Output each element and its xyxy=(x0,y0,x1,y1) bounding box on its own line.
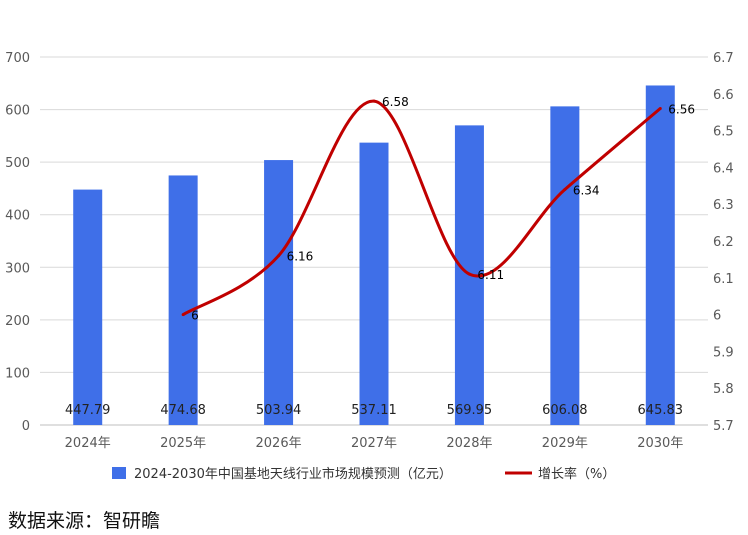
y-right-tick-label: 6.3 xyxy=(713,198,734,213)
y-left-tick-label: 200 xyxy=(5,314,30,329)
x-axis: 2024年 2025年 2026年 2027年 2028年 2029年 2030年 xyxy=(65,436,684,451)
bar xyxy=(168,175,198,425)
y-right-tick-label: 5.7 xyxy=(713,419,734,434)
x-tick-label: 2025年 xyxy=(160,436,206,451)
line-value-label: 6.34 xyxy=(573,183,600,197)
y-right-tick-label: 6.4 xyxy=(713,161,734,176)
bar-value-label: 447.79 xyxy=(65,403,111,418)
y-right-tick-label: 6.7 xyxy=(713,51,734,66)
bar-value-label: 537.11 xyxy=(351,403,397,418)
line-point xyxy=(277,254,281,258)
line-point xyxy=(467,272,471,276)
bar xyxy=(645,85,675,426)
y-left-tick-label: 600 xyxy=(5,104,30,119)
source-note: 数据来源：智研瞻 xyxy=(8,510,161,532)
bar-value-label: 503.94 xyxy=(256,403,302,418)
legend: 2024-2030年中国基地天线行业市场规模预测（亿元） 增长率（%） xyxy=(112,466,615,482)
legend-line-label: 增长率（%） xyxy=(538,466,615,482)
x-tick-label: 2027年 xyxy=(351,436,397,451)
x-tick-label: 2029年 xyxy=(542,436,588,451)
bar-series: 447.79 474.68 503.94 537.11 569.95 606.08 645.… xyxy=(65,85,684,426)
bar xyxy=(359,142,389,425)
y-left-tick-label: 100 xyxy=(5,366,30,381)
bar xyxy=(550,106,580,425)
bar xyxy=(264,160,294,426)
y-right-tick-label: 5.9 xyxy=(713,345,734,360)
bar-value-label: 645.83 xyxy=(638,403,684,418)
line-value-label: 6.16 xyxy=(287,250,314,264)
line-value-label: 6 xyxy=(191,309,199,323)
y-right-tick-label: 5.8 xyxy=(713,382,734,397)
bar-value-label: 474.68 xyxy=(160,403,206,418)
line-point xyxy=(372,99,376,103)
y-right-tick-label: 6.2 xyxy=(713,235,734,250)
line-value-label: 6.11 xyxy=(477,268,504,282)
x-tick-label: 2026年 xyxy=(256,436,302,451)
y-axis-right: 5.7 5.8 5.9 6 6.1 6.2 6.3 6.4 6.5 6.6 6.7 xyxy=(713,51,734,434)
y-right-tick-label: 6.6 xyxy=(713,88,734,103)
y-axis-left: 0 100 200 300 400 500 600 700 xyxy=(5,51,30,434)
legend-bar-swatch xyxy=(112,467,126,479)
bar-value-label: 569.95 xyxy=(447,403,493,418)
x-tick-label: 2030年 xyxy=(637,436,683,451)
line-series: 6 6.16 6.58 6.11 6.34 6.56 xyxy=(181,95,695,323)
chart: 0 100 200 300 400 500 600 700 5.7 5.8 5.9 6 6.1 6.2 6… xyxy=(5,51,734,482)
line-point xyxy=(181,313,185,317)
y-right-tick-label: 6.5 xyxy=(713,125,734,140)
legend-bar-label: 2024-2030年中国基地天线行业市场规模预测（亿元） xyxy=(134,466,452,482)
y-right-tick-label: 6.1 xyxy=(713,272,734,287)
line-point xyxy=(563,187,567,191)
line-value-label: 6.58 xyxy=(382,95,409,109)
y-left-tick-label: 300 xyxy=(5,261,30,276)
x-tick-label: 2028年 xyxy=(446,436,492,451)
y-left-tick-label: 0 xyxy=(22,419,30,434)
line-value-label: 6.56 xyxy=(668,103,695,117)
x-tick-label: 2024年 xyxy=(65,436,111,451)
y-left-tick-label: 500 xyxy=(5,156,30,171)
bar-value-label: 606.08 xyxy=(542,403,588,418)
growth-rate-line xyxy=(182,99,662,316)
y-left-tick-label: 700 xyxy=(5,51,30,66)
y-right-tick-label: 6 xyxy=(713,309,721,324)
bar xyxy=(73,189,103,425)
line-point xyxy=(658,107,662,111)
y-left-tick-label: 400 xyxy=(5,209,30,224)
